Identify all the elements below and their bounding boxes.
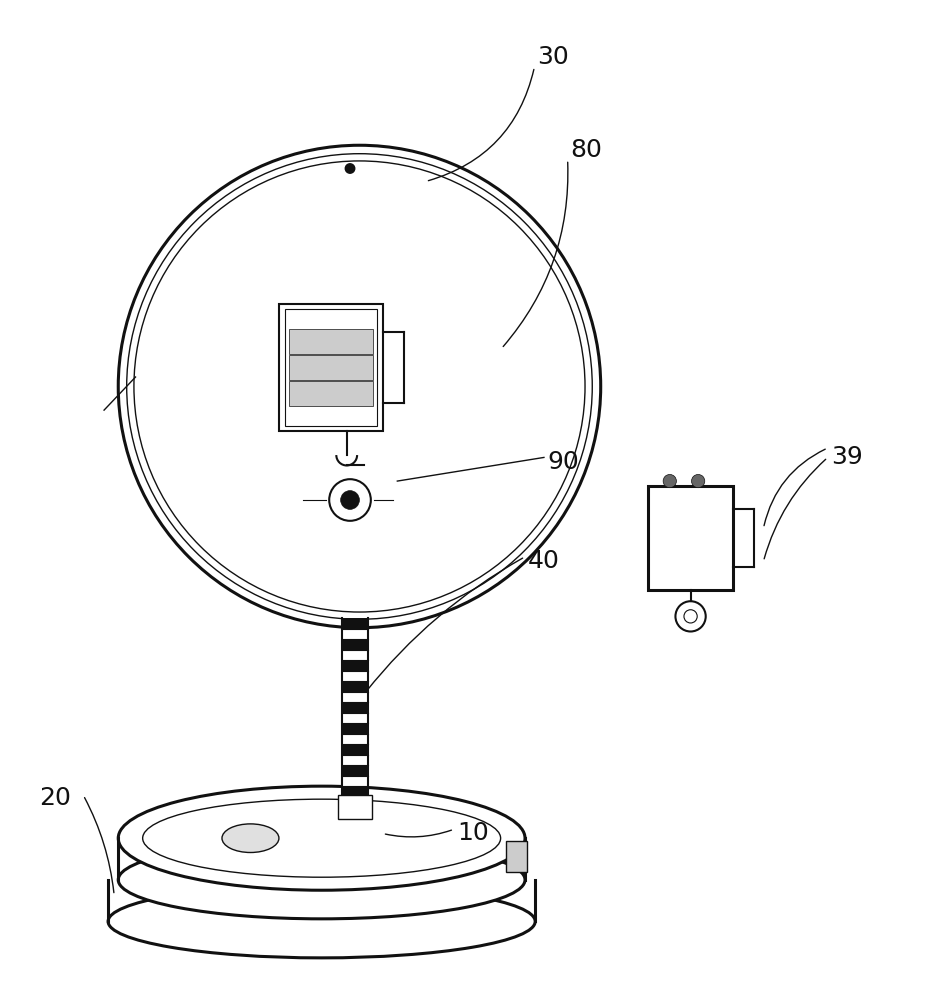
Bar (506, 841, 527, 872)
Text: 20: 20 (39, 786, 71, 810)
Bar (342, 786, 368, 797)
Bar (285, 309, 377, 426)
Bar (342, 650, 368, 660)
Ellipse shape (118, 786, 525, 890)
Bar (342, 734, 368, 744)
Bar (342, 765, 368, 776)
Bar (648, 486, 733, 590)
Ellipse shape (222, 824, 279, 853)
Bar (342, 755, 368, 765)
Ellipse shape (118, 841, 525, 919)
Ellipse shape (108, 885, 535, 958)
Bar (342, 639, 368, 650)
Circle shape (345, 164, 355, 173)
Bar (289, 381, 373, 406)
Text: 39: 39 (831, 445, 863, 469)
Circle shape (329, 479, 371, 521)
Circle shape (118, 145, 601, 628)
Bar (342, 713, 368, 723)
Bar (289, 355, 373, 380)
Bar (342, 681, 368, 692)
Bar (289, 329, 373, 354)
Bar (342, 671, 368, 681)
Text: 80: 80 (570, 138, 603, 162)
Text: 30: 30 (537, 45, 569, 69)
Bar (342, 618, 368, 629)
Text: 40: 40 (528, 549, 560, 573)
Bar (342, 660, 368, 671)
Bar (342, 702, 368, 713)
Text: 10: 10 (457, 821, 489, 845)
Text: 90: 90 (547, 450, 579, 474)
Bar (342, 692, 368, 702)
Bar (279, 304, 383, 431)
Circle shape (692, 474, 705, 488)
Bar (342, 723, 368, 734)
Bar (342, 797, 368, 807)
Bar (342, 744, 368, 755)
Bar (342, 776, 368, 786)
Circle shape (341, 491, 359, 509)
Bar (342, 629, 368, 639)
Bar (338, 795, 372, 819)
Circle shape (663, 474, 676, 488)
